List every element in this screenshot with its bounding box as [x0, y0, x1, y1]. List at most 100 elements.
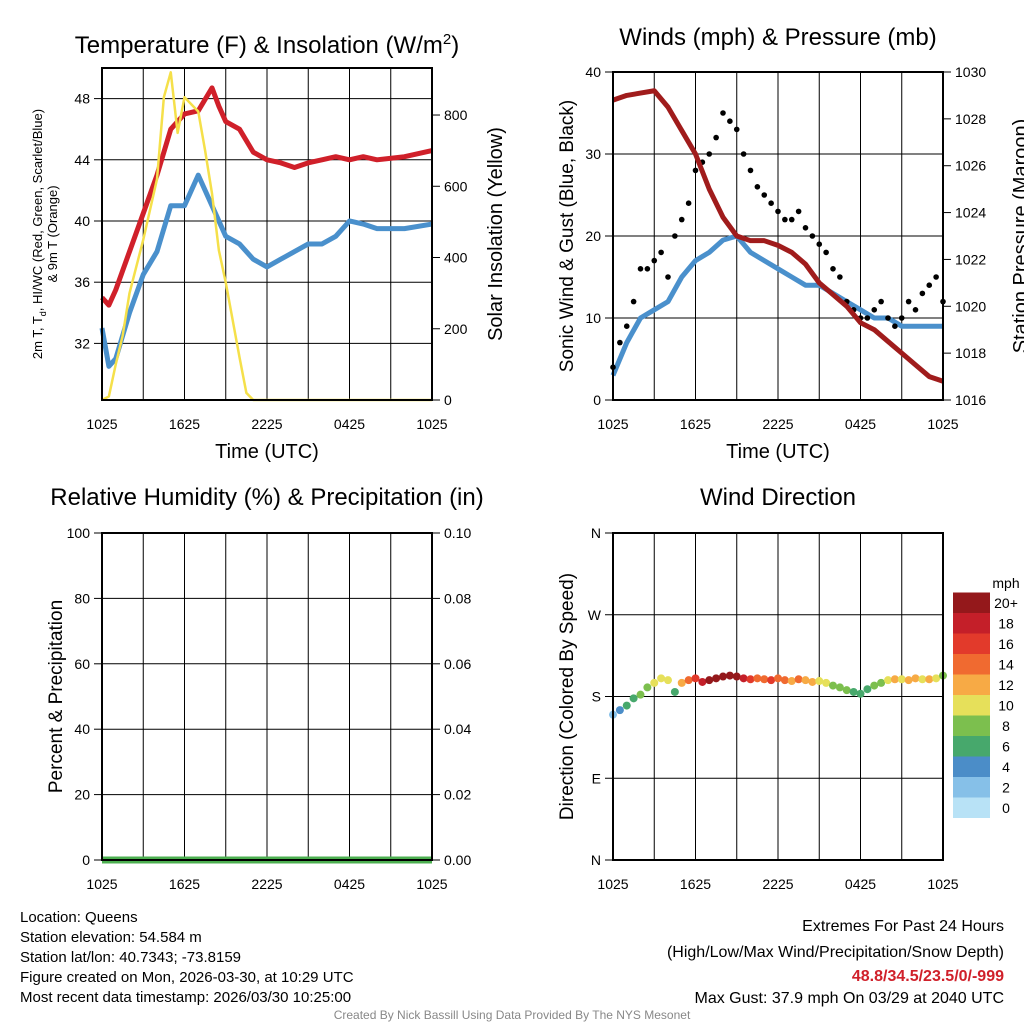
created-text: Figure created on Mon, 2026-03-30, at 10… — [20, 969, 354, 986]
gust-point — [740, 151, 747, 157]
y-axis-label: Direction (Colored By Speed) — [557, 573, 578, 820]
x-tick-label: 2225 — [762, 416, 793, 432]
colorbar-label: 10 — [998, 697, 1014, 713]
y2-tick-label: 1018 — [955, 345, 986, 361]
chart-title: Wind Direction — [700, 484, 856, 511]
y2-tick-label: 1020 — [955, 298, 986, 314]
latlon-text: Station lat/lon: 40.7343; -73.8159 — [20, 949, 241, 966]
y-label-part: , HI/WC (Red, Green, Scarlet/Blue) — [30, 109, 45, 311]
wind-direction-point — [918, 675, 927, 684]
y-tick-label: 0 — [82, 852, 90, 868]
y-tick-label: 32 — [74, 335, 90, 351]
gust-point — [837, 274, 843, 280]
wind-direction-point — [719, 672, 727, 681]
chart-title: Winds (mph) & Pressure (mb) — [619, 24, 936, 51]
wind-direction-point — [684, 676, 693, 685]
wind-direction-point — [815, 677, 824, 686]
wind-direction-point — [643, 683, 652, 692]
colorbar-segment — [953, 715, 990, 736]
x-tick-label: 1025 — [927, 416, 958, 432]
y-tick-label: 30 — [585, 146, 601, 162]
y2-tick-label: 0.02 — [444, 787, 471, 803]
gust-point — [623, 323, 630, 330]
plot-frame — [101, 532, 433, 861]
x-tick-label: 1625 — [169, 416, 200, 432]
gust-point — [692, 167, 699, 174]
x-tick-label: 1025 — [86, 876, 117, 892]
wind-direction-point — [870, 681, 879, 690]
wind-direction-point — [774, 674, 782, 683]
wind-direction-point — [657, 674, 666, 683]
gust-point — [651, 257, 658, 264]
wind-direction-point — [884, 676, 892, 685]
extremes-title: Extremes For Past 24 Hours — [802, 918, 1004, 935]
y-tick-label: N — [591, 525, 601, 541]
x-tick-label: 2225 — [251, 876, 282, 892]
wind-direction-point — [739, 674, 748, 683]
gust-point — [713, 134, 719, 141]
gust-point — [788, 216, 795, 223]
y-tick-label: E — [592, 770, 601, 786]
y2-tick-label: 1016 — [955, 392, 986, 408]
wind-direction-point — [794, 675, 803, 684]
x-tick-label: 1625 — [169, 876, 200, 892]
wind-direction-point — [691, 674, 700, 683]
wind-direction-point — [712, 674, 721, 683]
colorbar-title: mph — [992, 575, 1019, 591]
wind-direction-point — [808, 677, 817, 686]
wind-direction-point — [670, 687, 679, 696]
x-tick-label: 0425 — [845, 876, 876, 892]
y-tick-label: 48 — [74, 91, 90, 107]
gust-point — [678, 216, 685, 223]
x-tick-label: 1025 — [597, 416, 628, 432]
y2-axis-label: Solar Insolation (Yellow) — [485, 127, 507, 341]
colorbar-label: 12 — [998, 677, 1014, 693]
gust-point — [637, 266, 644, 272]
x-tick-label: 0425 — [845, 416, 876, 432]
title-end: ) — [451, 32, 459, 59]
wind-direction-point — [746, 675, 755, 684]
x-tick-label: 0425 — [334, 416, 365, 432]
gust-point — [775, 208, 781, 215]
wind-direction-point — [856, 689, 865, 698]
colorbar-label: 8 — [1002, 718, 1010, 734]
wind-direction-point — [760, 675, 769, 684]
wind-direction-point — [932, 674, 941, 683]
y-tick-label: 40 — [74, 213, 90, 229]
series-line-2m-temperature — [100, 85, 433, 308]
y2-tick-label: 0.06 — [444, 656, 471, 672]
gust-point — [747, 167, 754, 174]
plot-frame — [612, 532, 944, 861]
colorbar-segment — [953, 654, 990, 675]
wind-direction-point — [622, 701, 631, 710]
y2-tick-label: 1028 — [955, 111, 986, 127]
panel-3: Wind Direction 1025 1625 2225 0425 1025 N E S W N 0… — [557, 484, 1020, 892]
wind-direction-point — [767, 676, 776, 685]
colorbar-segment — [953, 592, 990, 613]
colorbar-label: 0 — [1002, 800, 1010, 816]
gust-point — [926, 282, 933, 289]
x-tick-label: 1625 — [680, 416, 711, 432]
y2-tick-label: 0.00 — [444, 852, 471, 868]
wind-direction-point — [911, 674, 920, 683]
gust-point — [665, 274, 671, 280]
colorbar-label: 2 — [1002, 779, 1010, 795]
x-axis-label: Time (UTC) — [215, 441, 319, 463]
y-tick-label: 36 — [74, 274, 90, 290]
colorbar-segment — [953, 633, 990, 654]
panel-2: Relative Humidity (%) & Precipitation (i… — [46, 484, 484, 892]
colorbar-segment — [953, 777, 990, 798]
series-line-solar-insolation — [101, 71, 432, 402]
y2-tick-label: 1024 — [955, 205, 986, 221]
extremes-legend: (High/Low/Max Wind/Precipitation/Snow De… — [667, 944, 1004, 961]
colorbar-segment — [953, 613, 990, 634]
gust-point — [933, 274, 939, 280]
wind-direction-point — [732, 672, 741, 681]
gust-point — [919, 290, 926, 297]
colorbar-segment — [953, 674, 990, 695]
colorbar-label: 20+ — [994, 595, 1018, 611]
wind-direction-point — [698, 677, 707, 686]
colorbar-segment — [953, 695, 990, 716]
title-superscript: 2 — [443, 31, 451, 48]
